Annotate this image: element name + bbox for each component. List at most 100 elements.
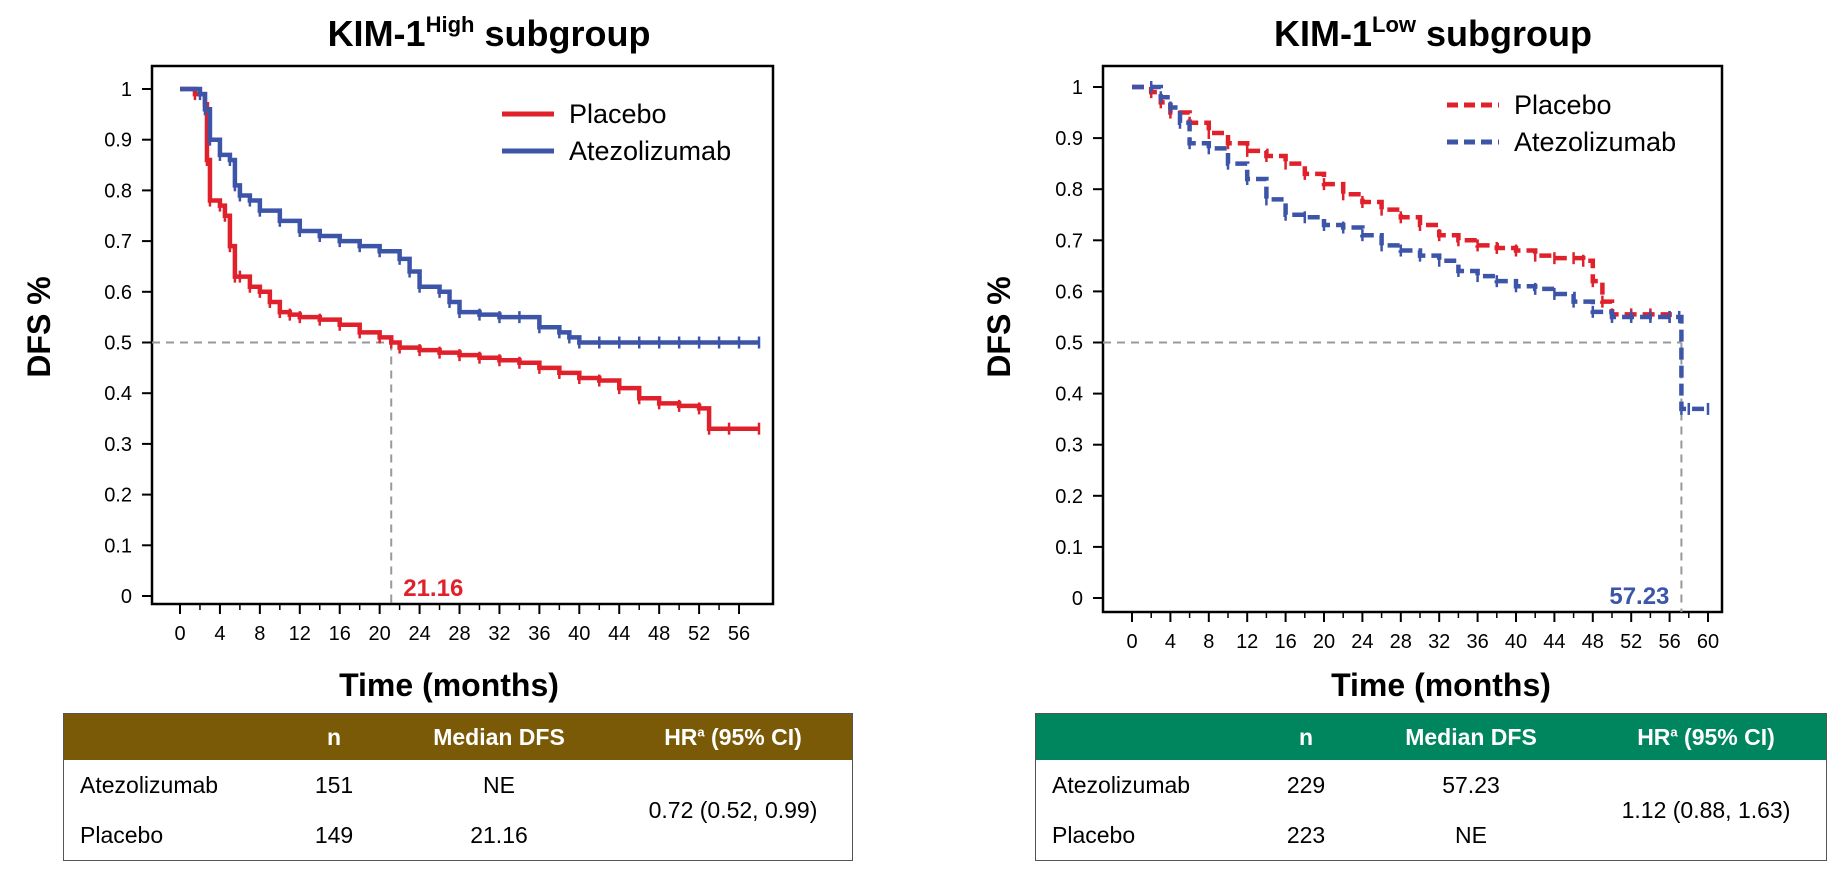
n-value: 229 xyxy=(1286,771,1326,798)
table-row: Placebo 223 NE xyxy=(1036,810,1827,861)
table-row: Atezolizumab 229 57.23 1.12 (0.88, 1.63) xyxy=(1036,760,1827,823)
header-hr: HRa (95% CI) xyxy=(664,723,802,750)
x-tick-label: 0 xyxy=(174,623,185,645)
x-tick-label: 8 xyxy=(254,623,265,645)
n-value: 151 xyxy=(314,771,354,798)
x-tick-label: 56 xyxy=(728,623,750,645)
y-tick-label: 0.8 xyxy=(104,180,132,202)
x-tick-label: 12 xyxy=(1236,631,1258,653)
y-tick-label: 0.9 xyxy=(1055,128,1083,150)
x-tick-label: 48 xyxy=(648,623,670,645)
hr-value: 0.72 (0.52, 0.99) xyxy=(648,796,818,823)
x-tick-label: 24 xyxy=(1351,631,1373,653)
y-tick-label: 0.6 xyxy=(104,282,132,304)
x-tick-label: 36 xyxy=(528,623,550,645)
x-axis-title: Time (months) xyxy=(339,667,559,703)
x-tick-label: 4 xyxy=(1165,631,1176,653)
table-header-row: n Median DFS HRa (95% CI) xyxy=(1035,713,1827,761)
x-tick-label: 40 xyxy=(1505,631,1527,653)
x-tick-label: 52 xyxy=(1620,631,1642,653)
y-axis-title: DFS % xyxy=(981,276,1017,377)
hr-value: 1.12 (0.88, 1.63) xyxy=(1621,796,1791,823)
x-tick-label: 0 xyxy=(1126,631,1137,653)
chart-title: KIM-1Low subgroup xyxy=(1274,12,1592,54)
median-dfs-value: NE xyxy=(483,771,515,798)
n-value: 149 xyxy=(314,821,354,848)
x-tick-label: 60 xyxy=(1697,631,1719,653)
summary-table-high: n Median DFS HRa (95% CI) Atezolizumab 1… xyxy=(63,713,853,861)
y-tick-label: 0.3 xyxy=(104,434,132,456)
x-tick-label: 32 xyxy=(488,623,510,645)
series-line-placebo xyxy=(1132,84,1672,317)
median-dfs-value: 21.16 xyxy=(470,821,528,848)
x-tick-label: 48 xyxy=(1582,631,1604,653)
header-n: n xyxy=(1298,723,1314,750)
y-tick-label: 0.1 xyxy=(1055,537,1083,559)
table-row: Placebo 149 21.16 xyxy=(64,810,853,861)
header-median-dfs: Median DFS xyxy=(1405,723,1537,750)
table-header-row: n Median DFS HRa (95% CI) xyxy=(63,713,853,761)
y-tick-label: 0.9 xyxy=(104,130,132,152)
y-tick-label: 0.4 xyxy=(104,383,132,405)
series-line-atezolizumab xyxy=(180,86,759,345)
x-tick-label: 56 xyxy=(1658,631,1680,653)
x-axis-title: Time (months) xyxy=(1331,667,1551,703)
x-tick-label: 36 xyxy=(1466,631,1488,653)
x-tick-label: 16 xyxy=(1274,631,1296,653)
x-tick-label: 8 xyxy=(1203,631,1214,653)
x-tick-label: 28 xyxy=(448,623,470,645)
median-dfs-value: NE xyxy=(1455,821,1487,848)
plot-frame xyxy=(150,64,775,606)
legend-label: Placebo xyxy=(1514,90,1612,120)
legend-label: Atezolizumab xyxy=(1514,127,1676,157)
median-label: 57.23 xyxy=(1609,583,1669,610)
chart-title: KIM-1High subgroup xyxy=(328,12,651,54)
x-tick-label: 16 xyxy=(329,623,351,645)
arm-name: Placebo xyxy=(1052,821,1136,848)
arm-name: Atezolizumab xyxy=(1052,771,1191,798)
y-tick-label: 0.2 xyxy=(104,485,132,507)
arm-name: Placebo xyxy=(80,821,164,848)
x-tick-label: 32 xyxy=(1428,631,1450,653)
x-tick-label: 12 xyxy=(289,623,311,645)
y-tick-label: 0 xyxy=(121,586,132,608)
x-tick-label: 44 xyxy=(608,623,630,645)
median-dfs-value: 57.23 xyxy=(1442,771,1500,798)
header-hr: HRa (95% CI) xyxy=(1637,723,1775,750)
y-tick-label: 0.4 xyxy=(1055,384,1083,406)
dfs-chart-kim1-low: KIM-1Low subgroup DFS % Time (months) 0 4… xyxy=(981,12,1724,703)
header-n: n xyxy=(326,723,342,750)
y-tick-label: 0.6 xyxy=(1055,281,1083,303)
x-tick-label: 20 xyxy=(1313,631,1335,653)
header-arm xyxy=(1036,714,1257,761)
y-tick-label: 0.3 xyxy=(1055,435,1083,457)
summary-table-low: n Median DFS HRa (95% CI) Atezolizumab 2… xyxy=(1035,713,1827,861)
x-tick-label: 28 xyxy=(1390,631,1412,653)
legend-label: Atezolizumab xyxy=(569,136,731,166)
y-tick-label: 0.5 xyxy=(104,333,132,355)
legend-label: Placebo xyxy=(569,99,667,129)
x-tick-label: 24 xyxy=(408,623,430,645)
x-tick-label: 44 xyxy=(1543,631,1565,653)
header-arm xyxy=(64,714,285,761)
y-tick-label: 0.7 xyxy=(1055,230,1083,252)
y-tick-label: 0.1 xyxy=(104,535,132,557)
x-tick-label: 20 xyxy=(369,623,391,645)
y-tick-label: 0.5 xyxy=(1055,333,1083,355)
plot-frame xyxy=(1101,64,1724,614)
y-tick-label: 0 xyxy=(1072,588,1083,610)
y-tick-label: 1 xyxy=(121,79,132,101)
y-tick-label: 0.8 xyxy=(1055,179,1083,201)
y-tick-label: 0.2 xyxy=(1055,486,1083,508)
median-label: 21.16 xyxy=(403,575,463,602)
x-tick-label: 40 xyxy=(568,623,590,645)
arm-name: Atezolizumab xyxy=(80,771,219,798)
y-tick-label: 0.7 xyxy=(104,231,132,253)
n-value: 223 xyxy=(1286,821,1326,848)
table-row: Atezolizumab 151 NE 0.72 (0.52, 0.99) xyxy=(64,760,853,823)
y-axis-title: DFS % xyxy=(21,276,57,377)
dfs-chart-kim1-high: KIM-1High subgroup DFS % Time (months) 0… xyxy=(21,12,775,703)
y-tick-label: 1 xyxy=(1072,77,1083,99)
x-tick-label: 52 xyxy=(688,623,710,645)
header-median-dfs: Median DFS xyxy=(433,723,565,750)
